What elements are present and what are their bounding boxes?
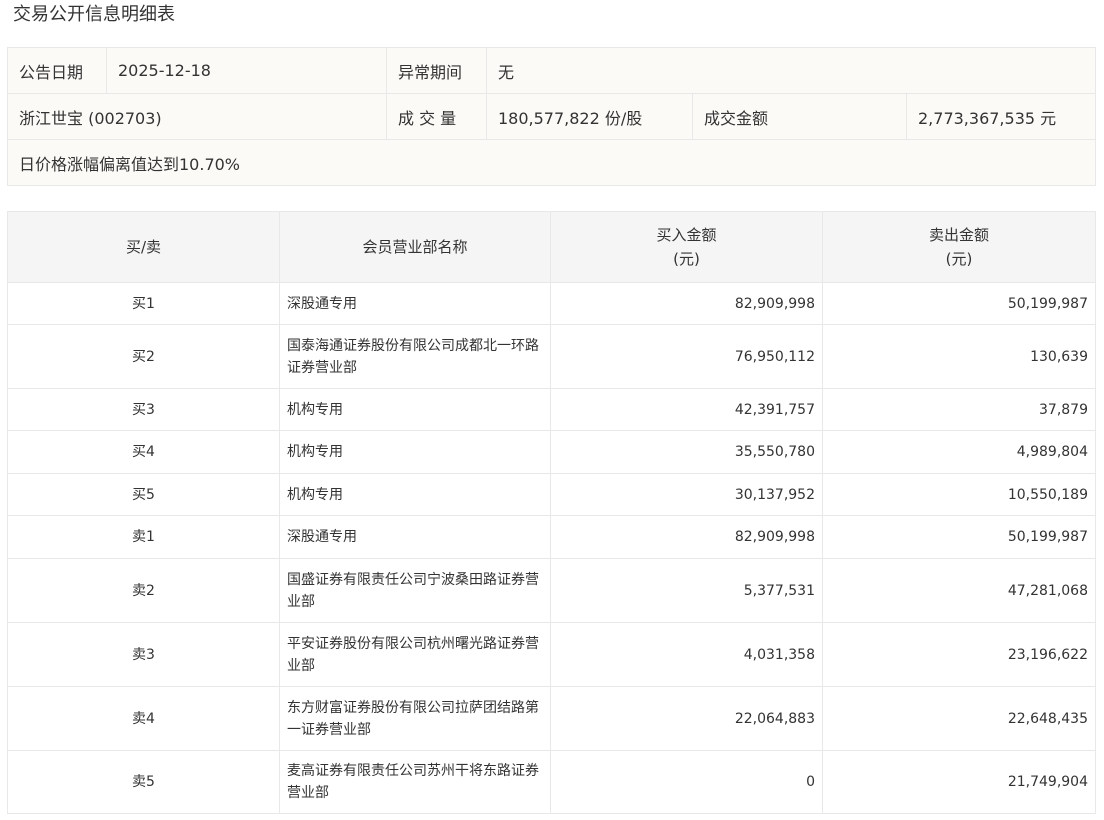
table-row: 买1 深股通专用 82,909,998 50,199,987 bbox=[7, 282, 1096, 325]
period-value: 无 bbox=[485, 47, 1097, 94]
branch-cell: 平安证券股份有限公司杭州曙光路证券营业部 bbox=[279, 622, 551, 687]
info-table: 公告日期 2025-12-18 异常期间 无 浙江世宝 (002703) 成 交… bbox=[6, 47, 1097, 186]
table-row: 卖1 深股通专用 82,909,998 50,199,987 bbox=[7, 515, 1096, 559]
table-row: 买5 机构专用 30,137,952 10,550,189 bbox=[7, 473, 1096, 516]
buy-amount-cell: 35,550,780 bbox=[550, 430, 823, 474]
side-cell: 卖5 bbox=[7, 750, 280, 814]
table-row: 卖4 东方财富证券股份有限公司拉萨团结路第一证券营业部 22,064,883 22,6… bbox=[7, 686, 1096, 751]
side-cell: 买3 bbox=[7, 388, 280, 431]
side-cell: 买5 bbox=[7, 473, 280, 516]
branch-cell: 机构专用 bbox=[279, 430, 551, 474]
sell-amount-cell: 4,989,804 bbox=[822, 430, 1096, 474]
table-row: 卖5 麦高证券有限责任公司苏州干将东路证券营业部 0 21,749,904 bbox=[7, 750, 1096, 814]
sell-amount-cell: 21,749,904 bbox=[822, 750, 1096, 814]
side-cell: 买1 bbox=[7, 282, 280, 325]
amount-value: 2,773,367,535 元 bbox=[905, 93, 1097, 140]
buy-amount-cell: 22,064,883 bbox=[550, 686, 823, 751]
side-cell: 卖2 bbox=[7, 558, 280, 623]
header-buy: 买入金额 (元) bbox=[550, 211, 823, 283]
buy-amount-cell: 30,137,952 bbox=[550, 473, 823, 516]
amount-label: 成交金额 bbox=[692, 93, 907, 140]
side-cell: 卖3 bbox=[7, 622, 280, 687]
buy-amount-cell: 82,909,998 bbox=[550, 282, 823, 325]
branch-cell: 机构专用 bbox=[279, 388, 551, 431]
sell-amount-cell: 23,196,622 bbox=[822, 622, 1096, 687]
buy-amount-cell: 5,377,531 bbox=[550, 558, 823, 623]
date-value: 2025-12-18 bbox=[106, 47, 387, 94]
stock-name: 浙江世宝 (002703) bbox=[7, 93, 387, 140]
header-sell: 卖出金额 (元) bbox=[822, 211, 1096, 283]
branch-cell: 机构专用 bbox=[279, 473, 551, 516]
side-cell: 买2 bbox=[7, 324, 280, 389]
info-row-reason: 日价格涨幅偏离值达到10.70% bbox=[6, 139, 1097, 186]
header-branch: 会员营业部名称 bbox=[279, 211, 551, 283]
buy-amount-cell: 4,031,358 bbox=[550, 622, 823, 687]
page-title: 交易公开信息明细表 bbox=[13, 4, 175, 25]
table-row: 卖3 平安证券股份有限公司杭州曙光路证券营业部 4,031,358 23,196,62… bbox=[7, 622, 1096, 687]
side-cell: 卖1 bbox=[7, 515, 280, 559]
trade-detail-table: 买/卖 会员营业部名称 买入金额 (元) 卖出金额 (元) 买1 深股通专用 82,90… bbox=[7, 211, 1096, 814]
side-cell: 买4 bbox=[7, 430, 280, 474]
branch-cell: 深股通专用 bbox=[279, 515, 551, 559]
info-row-date: 公告日期 2025-12-18 异常期间 无 bbox=[7, 47, 1097, 94]
reason: 日价格涨幅偏离值达到10.70% bbox=[6, 139, 1097, 186]
table-row: 买2 国泰海通证券股份有限公司成都北一环路证券营业部 76,950,112 130,6… bbox=[7, 324, 1096, 389]
volume-label: 成 交 量 bbox=[386, 93, 487, 140]
branch-cell: 国盛证券有限责任公司宁波桑田路证券营业部 bbox=[279, 558, 551, 623]
buy-amount-cell: 42,391,757 bbox=[550, 388, 823, 431]
sell-amount-cell: 37,879 bbox=[822, 388, 1096, 431]
branch-cell: 国泰海通证券股份有限公司成都北一环路证券营业部 bbox=[279, 324, 551, 389]
sell-amount-cell: 22,648,435 bbox=[822, 686, 1096, 751]
table-header: 买/卖 会员营业部名称 买入金额 (元) 卖出金额 (元) bbox=[7, 211, 1096, 283]
buy-amount-cell: 82,909,998 bbox=[550, 515, 823, 559]
table-row: 卖2 国盛证券有限责任公司宁波桑田路证券营业部 5,377,531 47,281,06… bbox=[7, 558, 1096, 623]
header-side: 买/卖 bbox=[7, 211, 280, 283]
buy-amount-cell: 0 bbox=[550, 750, 823, 814]
period-label: 异常期间 bbox=[386, 47, 487, 94]
sell-amount-cell: 47,281,068 bbox=[822, 558, 1096, 623]
branch-cell: 麦高证券有限责任公司苏州干将东路证券营业部 bbox=[279, 750, 551, 814]
volume-value: 180,577,822 份/股 bbox=[486, 93, 693, 140]
info-row-trade: 浙江世宝 (002703) 成 交 量 180,577,822 份/股 成交金额… bbox=[7, 93, 1097, 140]
branch-cell: 东方财富证券股份有限公司拉萨团结路第一证券营业部 bbox=[279, 686, 551, 751]
sell-amount-cell: 50,199,987 bbox=[822, 515, 1096, 559]
branch-cell: 深股通专用 bbox=[279, 282, 551, 325]
sell-amount-cell: 130,639 bbox=[822, 324, 1096, 389]
table-row: 买3 机构专用 42,391,757 37,879 bbox=[7, 388, 1096, 431]
sell-amount-cell: 50,199,987 bbox=[822, 282, 1096, 325]
side-cell: 卖4 bbox=[7, 686, 280, 751]
buy-amount-cell: 76,950,112 bbox=[550, 324, 823, 389]
date-label: 公告日期 bbox=[7, 47, 107, 94]
table-row: 买4 机构专用 35,550,780 4,989,804 bbox=[7, 430, 1096, 474]
sell-amount-cell: 10,550,189 bbox=[822, 473, 1096, 516]
